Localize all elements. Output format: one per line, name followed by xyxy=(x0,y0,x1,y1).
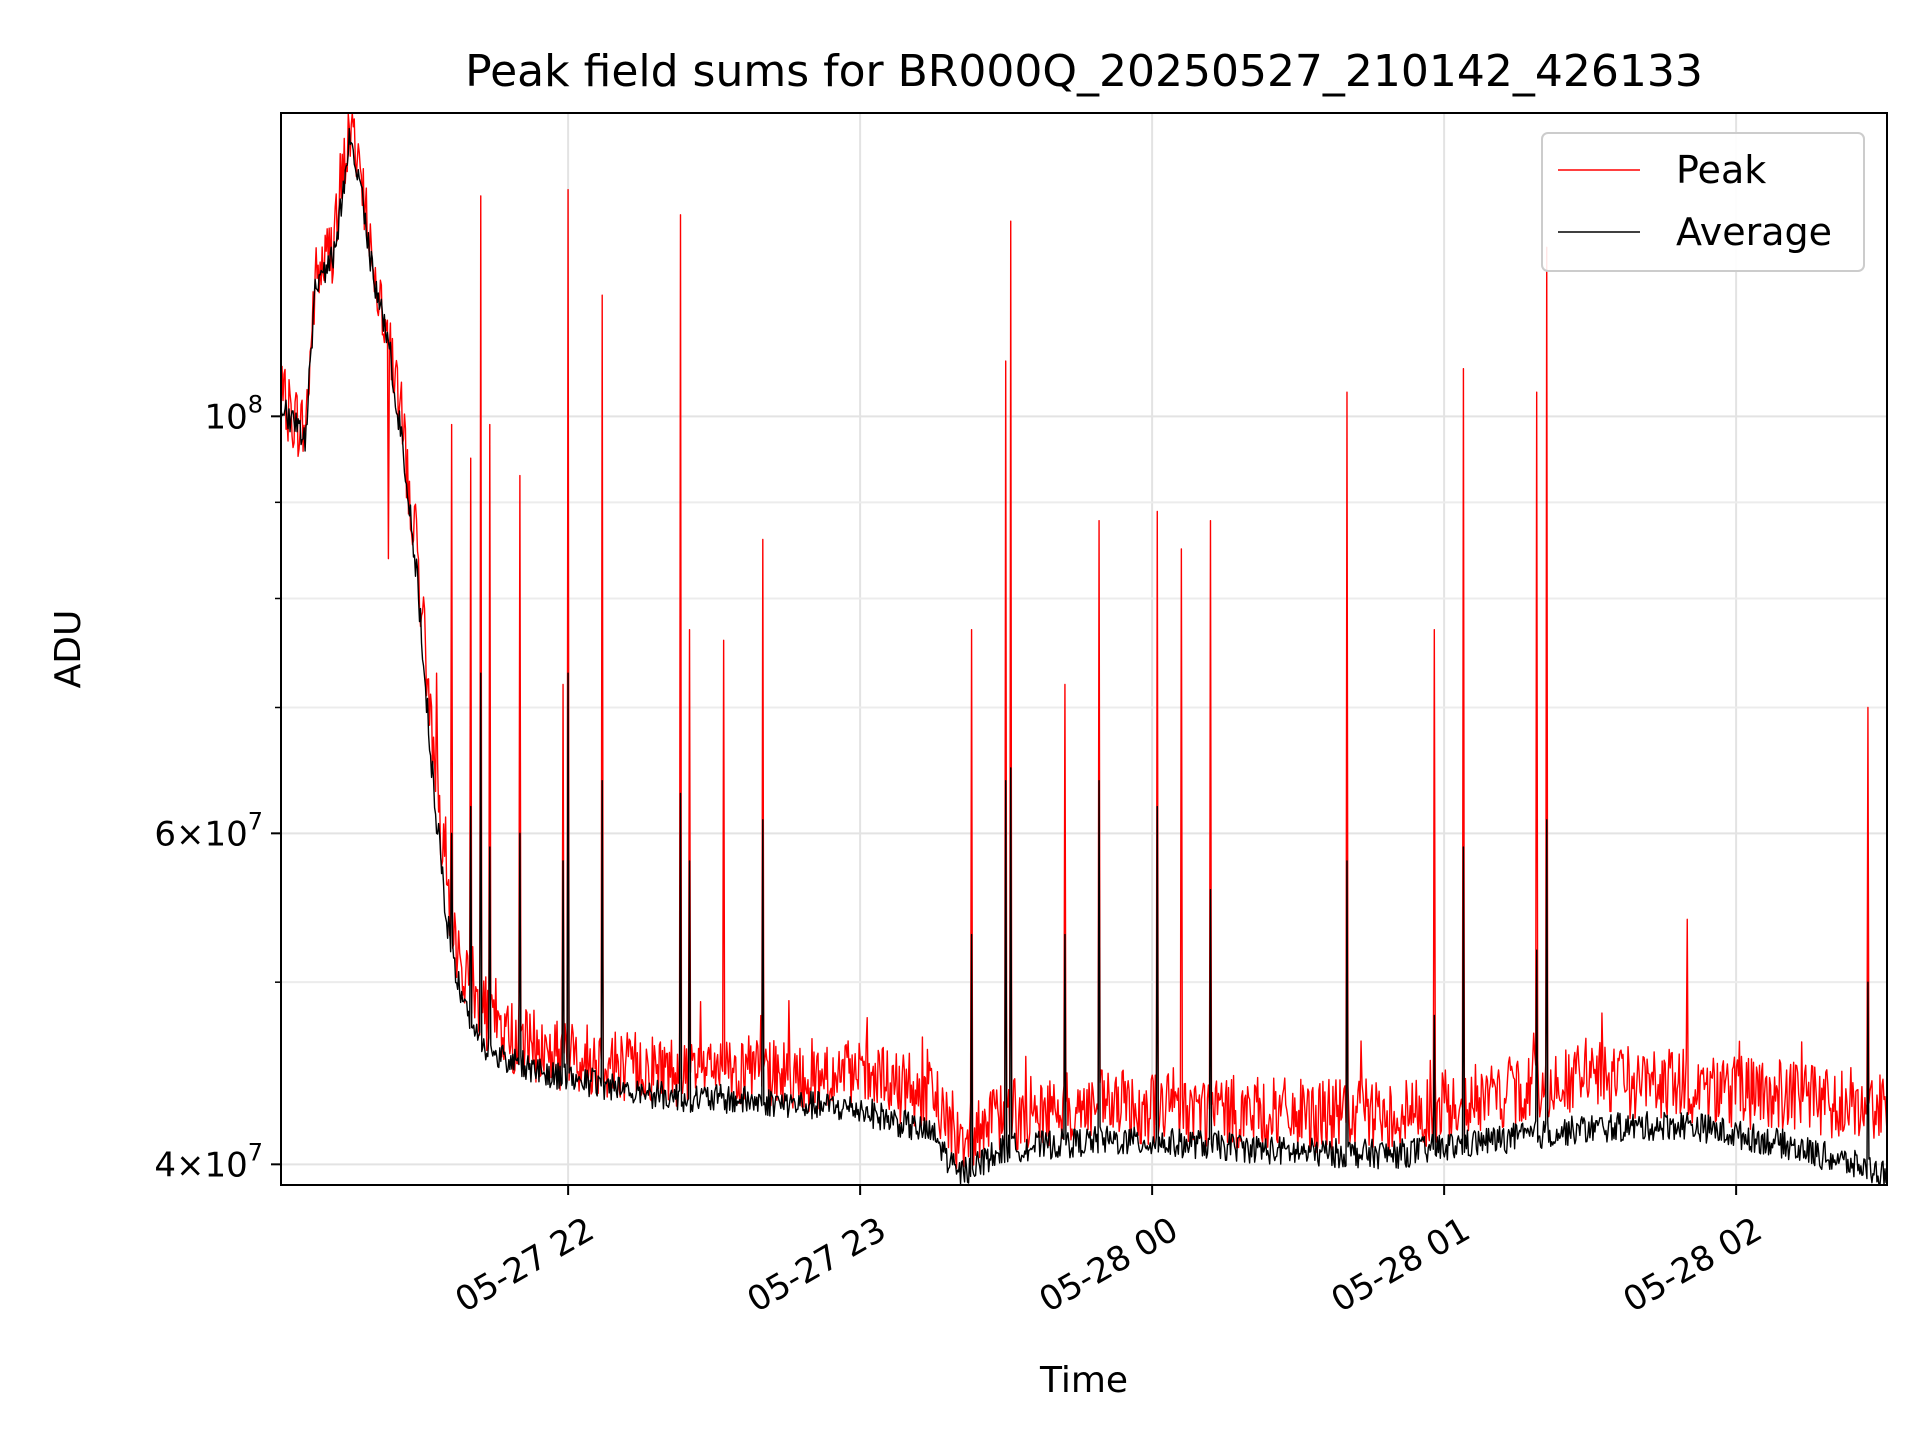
y-tick-label: 6×107 xyxy=(154,807,263,854)
chart-title: Peak field sums for BR000Q_20250527_2101… xyxy=(465,46,1703,97)
legend-label-average: Average xyxy=(1676,210,1832,254)
plot-frame xyxy=(280,112,1888,1186)
legend-label-peak: Peak xyxy=(1676,148,1766,192)
series-layer xyxy=(280,112,1888,1186)
series-line-peak xyxy=(280,112,1888,1170)
legend-box xyxy=(1541,132,1865,272)
y-tick-label: 108 xyxy=(204,390,263,437)
x-axis-label: Time xyxy=(1039,1360,1128,1401)
y-tick-label: 4×107 xyxy=(154,1138,263,1185)
legend: Peak Average xyxy=(1541,132,1865,272)
series-line-average xyxy=(280,127,1888,1186)
y-axis-label: ADU xyxy=(48,610,89,689)
grid xyxy=(281,113,1887,1185)
